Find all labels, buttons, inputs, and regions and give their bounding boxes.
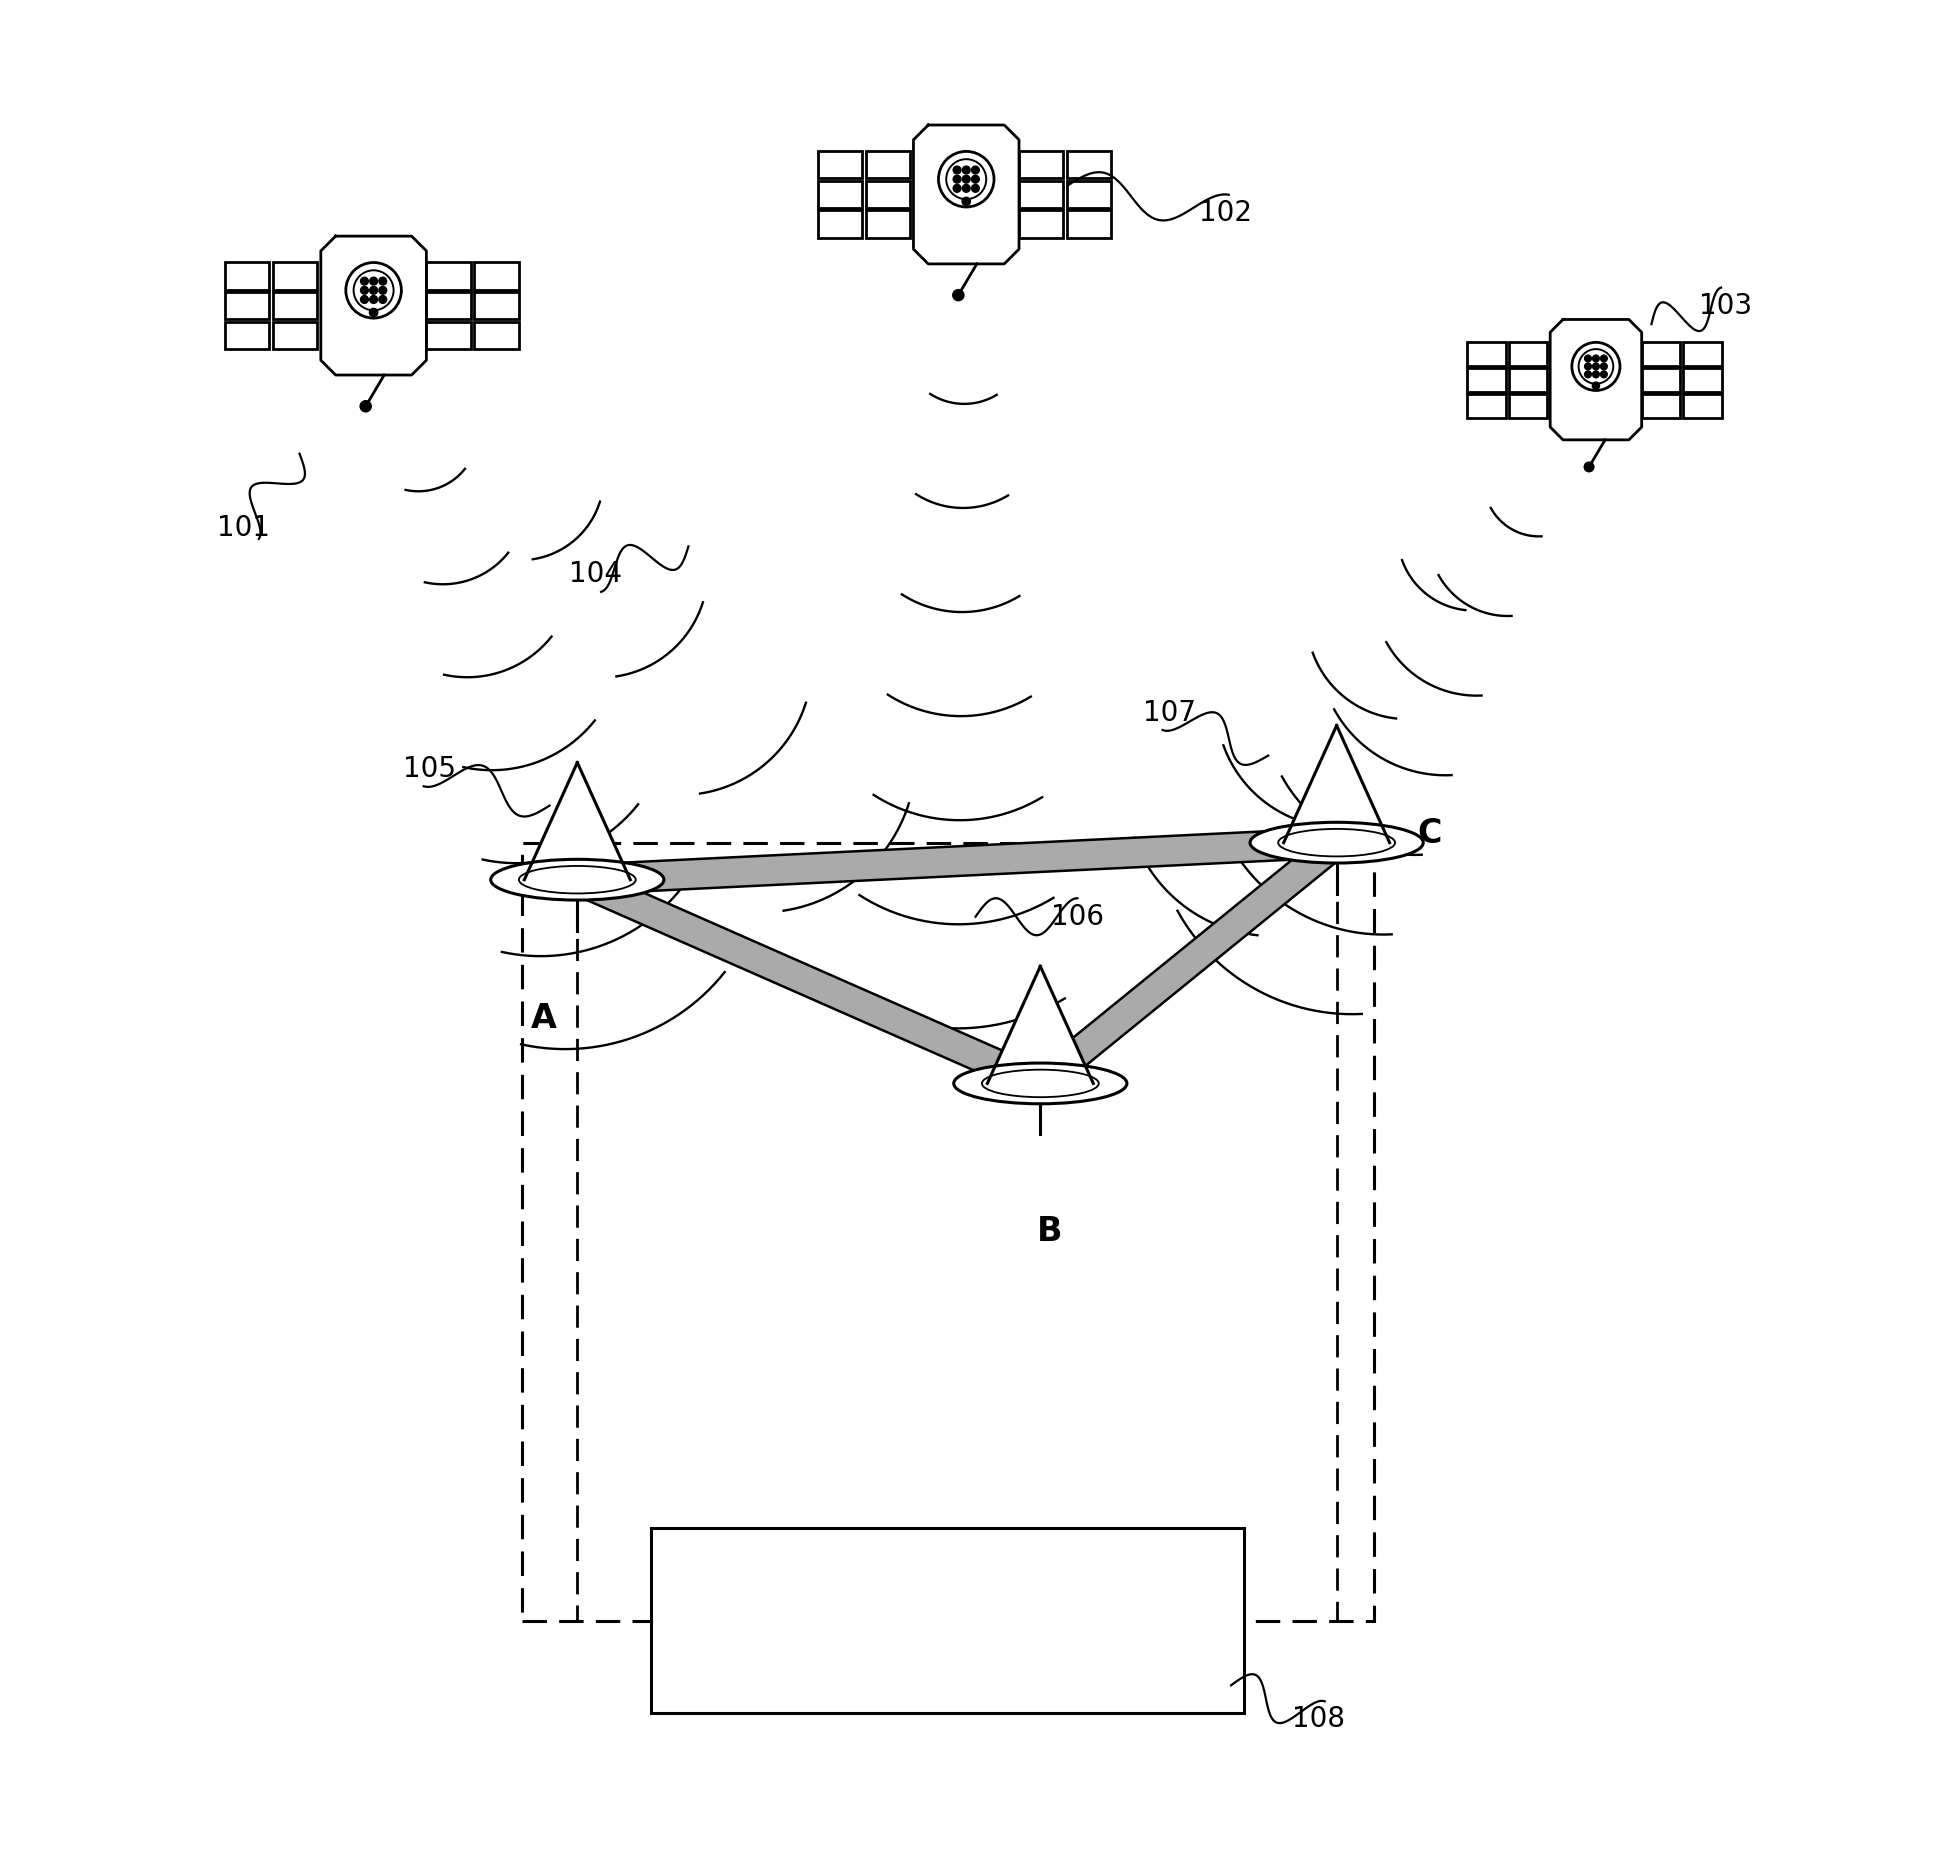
Circle shape xyxy=(962,176,970,183)
Circle shape xyxy=(1584,370,1592,378)
Bar xyxy=(1641,367,1680,393)
Circle shape xyxy=(972,176,979,183)
Text: C: C xyxy=(1416,817,1442,850)
Circle shape xyxy=(1592,356,1600,361)
Bar xyxy=(1508,343,1547,367)
Circle shape xyxy=(938,152,993,207)
Circle shape xyxy=(1600,370,1608,378)
Bar xyxy=(1018,211,1063,239)
Bar xyxy=(817,211,862,239)
Circle shape xyxy=(952,289,964,300)
Bar xyxy=(427,293,470,320)
Circle shape xyxy=(962,196,970,206)
Bar xyxy=(1018,150,1063,178)
Polygon shape xyxy=(913,124,1018,263)
Bar xyxy=(273,261,318,289)
Bar xyxy=(817,181,862,209)
Text: 101: 101 xyxy=(217,513,271,543)
Polygon shape xyxy=(1551,319,1641,439)
Bar xyxy=(866,150,909,178)
Circle shape xyxy=(361,287,369,294)
Circle shape xyxy=(954,185,962,193)
Circle shape xyxy=(361,296,369,304)
Circle shape xyxy=(1584,356,1592,361)
Polygon shape xyxy=(577,828,1336,895)
Polygon shape xyxy=(525,763,630,880)
Ellipse shape xyxy=(1251,822,1422,863)
Circle shape xyxy=(972,185,979,193)
Polygon shape xyxy=(572,867,1046,1096)
Polygon shape xyxy=(987,967,1093,1083)
Bar xyxy=(474,293,519,320)
Text: B: B xyxy=(1036,1215,1063,1248)
Ellipse shape xyxy=(954,1063,1128,1104)
Polygon shape xyxy=(320,237,427,374)
Circle shape xyxy=(369,287,377,294)
Bar xyxy=(652,1528,1245,1713)
Circle shape xyxy=(1592,382,1600,389)
Bar xyxy=(1508,393,1547,417)
Circle shape xyxy=(378,296,386,304)
Bar xyxy=(474,322,519,350)
Bar xyxy=(1018,181,1063,209)
Text: 104: 104 xyxy=(570,559,622,589)
Bar xyxy=(1067,211,1112,239)
Bar xyxy=(1467,393,1506,417)
Ellipse shape xyxy=(492,859,663,900)
Circle shape xyxy=(369,278,377,285)
Circle shape xyxy=(378,287,386,294)
Bar xyxy=(1684,367,1721,393)
Text: 105: 105 xyxy=(402,754,457,783)
Circle shape xyxy=(972,167,979,174)
Bar xyxy=(1467,367,1506,393)
Bar xyxy=(1641,343,1680,367)
Circle shape xyxy=(962,167,970,174)
Text: 103: 103 xyxy=(1699,291,1752,320)
Bar xyxy=(427,322,470,350)
Circle shape xyxy=(962,185,970,193)
Polygon shape xyxy=(1030,832,1346,1095)
Bar xyxy=(273,322,318,350)
Circle shape xyxy=(1592,363,1600,370)
Bar xyxy=(427,261,470,289)
Circle shape xyxy=(1573,343,1619,391)
Bar xyxy=(1467,343,1506,367)
Bar xyxy=(1684,393,1721,417)
Bar xyxy=(866,211,909,239)
Bar xyxy=(273,293,318,320)
Bar xyxy=(224,322,269,350)
Text: 102: 102 xyxy=(1200,198,1253,228)
Circle shape xyxy=(361,400,371,411)
Circle shape xyxy=(361,278,369,285)
Bar xyxy=(1067,181,1112,209)
Bar xyxy=(1684,343,1721,367)
Polygon shape xyxy=(1284,726,1389,843)
Circle shape xyxy=(1600,363,1608,370)
Circle shape xyxy=(954,167,962,174)
Bar xyxy=(817,150,862,178)
Text: 107: 107 xyxy=(1143,698,1196,728)
Bar xyxy=(521,843,1374,1620)
Circle shape xyxy=(1584,463,1594,472)
Circle shape xyxy=(378,278,386,285)
Circle shape xyxy=(345,263,402,319)
Bar xyxy=(224,293,269,320)
Bar xyxy=(224,261,269,289)
Bar xyxy=(1641,393,1680,417)
Circle shape xyxy=(369,309,378,317)
Circle shape xyxy=(1600,356,1608,361)
Text: 106: 106 xyxy=(1052,902,1104,932)
Bar xyxy=(866,181,909,209)
Text: 108: 108 xyxy=(1292,1704,1344,1733)
Text: A: A xyxy=(531,1002,556,1035)
Circle shape xyxy=(369,296,377,304)
Bar xyxy=(1067,150,1112,178)
Bar xyxy=(1508,367,1547,393)
Circle shape xyxy=(1592,370,1600,378)
Bar xyxy=(474,261,519,289)
Circle shape xyxy=(954,176,962,183)
Circle shape xyxy=(1584,363,1592,370)
